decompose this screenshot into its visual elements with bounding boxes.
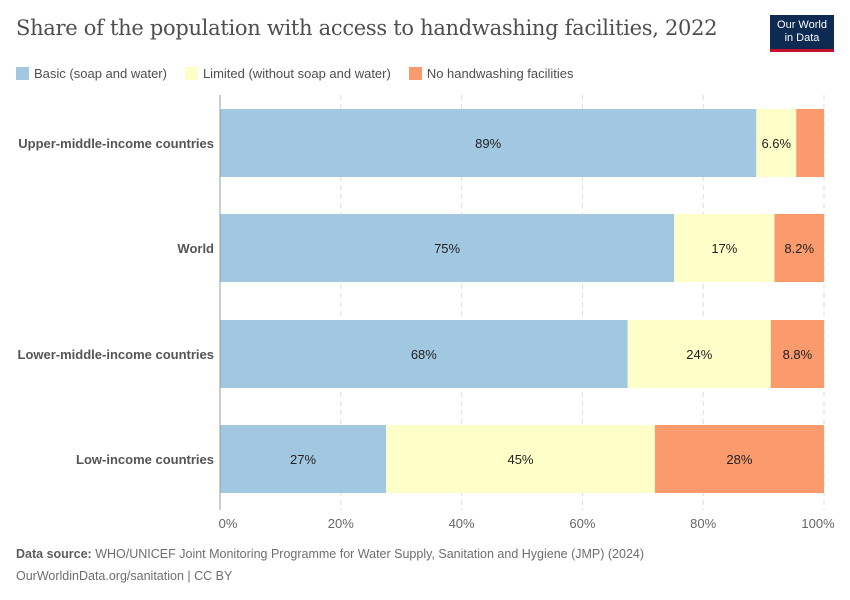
category-label: World	[177, 241, 214, 256]
data-label: 8.8%	[783, 347, 813, 362]
bar-segment[interactable]	[774, 214, 824, 282]
data-label: 8.2%	[784, 241, 814, 256]
bar-segment[interactable]	[674, 214, 775, 282]
x-tick-label: 40%	[449, 516, 475, 531]
source-text: WHO/UNICEF Joint Monitoring Programme fo…	[95, 547, 645, 561]
data-label: 89%	[475, 136, 501, 151]
x-tick-label: 0%	[219, 516, 238, 531]
bar-segment[interactable]	[220, 109, 757, 177]
legend-item-none[interactable]: No handwashing facilities	[408, 66, 574, 81]
legend-swatch	[184, 67, 198, 80]
category-label: Upper-middle-income countries	[18, 136, 214, 151]
owid-logo[interactable]: Our World in Data	[770, 15, 834, 52]
logo-line2: in Data	[784, 32, 820, 44]
data-source: Data source: WHO/UNICEF Joint Monitoring…	[16, 547, 644, 561]
data-label: 6.6%	[761, 136, 791, 151]
source-label: Data source:	[16, 547, 92, 561]
x-tick-label: 80%	[690, 516, 716, 531]
legend-label: Basic (soap and water)	[34, 66, 167, 81]
logo-line1: Our World	[777, 19, 827, 31]
x-tick-label: 100%	[801, 516, 835, 531]
data-label: 24%	[686, 347, 712, 362]
category-label: Lower-middle-income countries	[18, 347, 214, 362]
data-label: 75%	[434, 241, 460, 256]
bar-segment[interactable]	[386, 425, 655, 493]
legend-swatch	[408, 67, 422, 80]
data-label: 45%	[507, 452, 533, 467]
data-label: 27%	[290, 452, 316, 467]
bar-segment[interactable]	[220, 320, 628, 388]
legend-label: Limited (without soap and water)	[202, 66, 391, 81]
bar-segment[interactable]	[796, 109, 824, 177]
legend-swatch	[16, 67, 29, 80]
legend-item-basic[interactable]: Basic (soap and water)	[16, 66, 167, 81]
bar-segment[interactable]	[654, 425, 824, 493]
credit[interactable]: OurWorldinData.org/sanitation | CC BY	[16, 569, 233, 583]
bar-segment[interactable]	[220, 425, 387, 493]
legend: Basic (soap and water) Limited (without …	[16, 66, 574, 81]
category-label: Low-income countries	[76, 452, 214, 467]
data-label: 28%	[726, 452, 752, 467]
data-label: 68%	[411, 347, 437, 362]
bar-segment[interactable]	[756, 109, 797, 177]
bar-segment[interactable]	[220, 214, 675, 282]
x-tick-label: 60%	[569, 516, 595, 531]
x-tick-label: 20%	[328, 516, 354, 531]
data-label: 17%	[711, 241, 737, 256]
legend-label: No handwashing facilities	[426, 66, 574, 81]
bar-segment[interactable]	[770, 320, 824, 388]
chart-title: Share of the population with access to h…	[16, 16, 718, 40]
bar-segment[interactable]	[627, 320, 771, 388]
legend-item-limited[interactable]: Limited (without soap and water)	[184, 66, 391, 81]
